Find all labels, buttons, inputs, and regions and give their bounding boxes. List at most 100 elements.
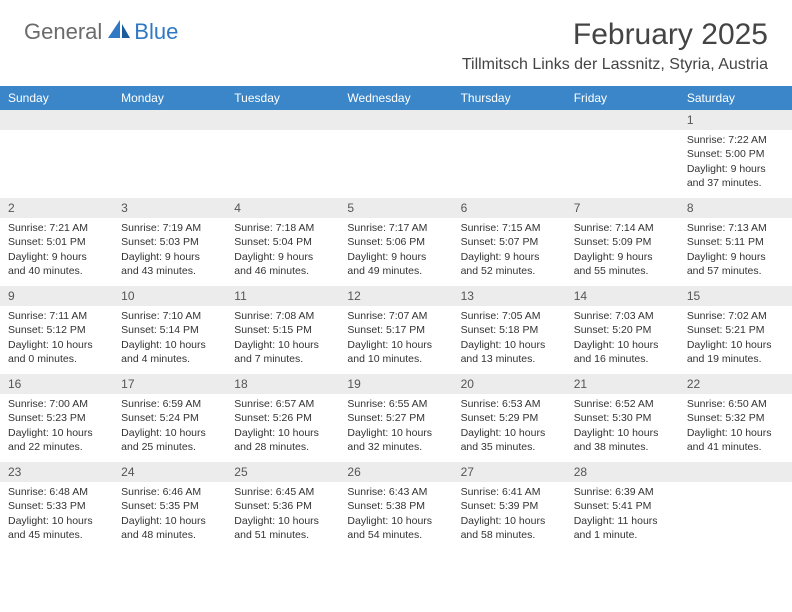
date-number: 17: [113, 374, 226, 394]
sunset-line: Sunset: 5:06 PM: [347, 235, 444, 249]
logo-text-general: General: [24, 19, 102, 45]
date-number: 9: [0, 286, 113, 306]
date-number: 7: [566, 198, 679, 218]
date-number: 19: [339, 374, 452, 394]
sunrise-line: Sunrise: 7:07 AM: [347, 309, 444, 323]
sunset-line: Sunset: 5:18 PM: [461, 323, 558, 337]
daylight-line: Daylight: 10 hours and 48 minutes.: [121, 514, 218, 542]
week-row: 2Sunrise: 7:21 AMSunset: 5:01 PMDaylight…: [0, 198, 792, 286]
sunset-line: Sunset: 5:41 PM: [574, 499, 671, 513]
sunset-line: Sunset: 5:30 PM: [574, 411, 671, 425]
day-content: Sunrise: 6:39 AMSunset: 5:41 PMDaylight:…: [566, 482, 679, 548]
day-header: Monday: [113, 86, 226, 110]
daylight-line: Daylight: 10 hours and 28 minutes.: [234, 426, 331, 454]
location-text: Tillmitsch Links der Lassnitz, Styria, A…: [462, 56, 768, 74]
sunset-line: Sunset: 5:04 PM: [234, 235, 331, 249]
day-cell: 5Sunrise: 7:17 AMSunset: 5:06 PMDaylight…: [339, 198, 452, 286]
sunset-line: Sunset: 5:35 PM: [121, 499, 218, 513]
date-number: 25: [226, 462, 339, 482]
sunrise-line: Sunrise: 7:17 AM: [347, 221, 444, 235]
daylight-line: Daylight: 9 hours and 49 minutes.: [347, 250, 444, 278]
daylight-line: Daylight: 10 hours and 22 minutes.: [8, 426, 105, 454]
day-cell: 11Sunrise: 7:08 AMSunset: 5:15 PMDayligh…: [226, 286, 339, 374]
daylight-line: Daylight: 10 hours and 7 minutes.: [234, 338, 331, 366]
sunset-line: Sunset: 5:07 PM: [461, 235, 558, 249]
daylight-line: Daylight: 9 hours and 43 minutes.: [121, 250, 218, 278]
day-content: Sunrise: 7:19 AMSunset: 5:03 PMDaylight:…: [113, 218, 226, 284]
day-content: Sunrise: 7:15 AMSunset: 5:07 PMDaylight:…: [453, 218, 566, 284]
sunset-line: Sunset: 5:36 PM: [234, 499, 331, 513]
date-number: 16: [0, 374, 113, 394]
daylight-line: Daylight: 9 hours and 40 minutes.: [8, 250, 105, 278]
day-cell: 25Sunrise: 6:45 AMSunset: 5:36 PMDayligh…: [226, 462, 339, 550]
sunrise-line: Sunrise: 7:11 AM: [8, 309, 105, 323]
daylight-line: Daylight: 10 hours and 41 minutes.: [687, 426, 784, 454]
header: General Blue February 2025 Tillmitsch Li…: [0, 0, 792, 80]
day-cell: 22Sunrise: 6:50 AMSunset: 5:32 PMDayligh…: [679, 374, 792, 462]
day-content: Sunrise: 7:17 AMSunset: 5:06 PMDaylight:…: [339, 218, 452, 284]
date-number: 14: [566, 286, 679, 306]
page-title: February 2025: [462, 18, 768, 52]
day-header: Tuesday: [226, 86, 339, 110]
day-content: Sunrise: 6:59 AMSunset: 5:24 PMDaylight:…: [113, 394, 226, 460]
daylight-line: Daylight: 10 hours and 51 minutes.: [234, 514, 331, 542]
sunrise-line: Sunrise: 6:41 AM: [461, 485, 558, 499]
sunrise-line: Sunrise: 7:13 AM: [687, 221, 784, 235]
date-number: 11: [226, 286, 339, 306]
day-cell: 8Sunrise: 7:13 AMSunset: 5:11 PMDaylight…: [679, 198, 792, 286]
sunset-line: Sunset: 5:24 PM: [121, 411, 218, 425]
day-cell: 2Sunrise: 7:21 AMSunset: 5:01 PMDaylight…: [0, 198, 113, 286]
sunrise-line: Sunrise: 6:53 AM: [461, 397, 558, 411]
sunset-line: Sunset: 5:23 PM: [8, 411, 105, 425]
day-cell: 14Sunrise: 7:03 AMSunset: 5:20 PMDayligh…: [566, 286, 679, 374]
day-cell: [339, 110, 452, 198]
sunrise-line: Sunrise: 6:50 AM: [687, 397, 784, 411]
day-content: Sunrise: 6:41 AMSunset: 5:39 PMDaylight:…: [453, 482, 566, 548]
calendar: SundayMondayTuesdayWednesdayThursdayFrid…: [0, 86, 792, 550]
logo-sail-icon: [106, 18, 132, 45]
weeks-container: 1Sunrise: 7:22 AMSunset: 5:00 PMDaylight…: [0, 110, 792, 550]
day-content: Sunrise: 6:46 AMSunset: 5:35 PMDaylight:…: [113, 482, 226, 548]
sunrise-line: Sunrise: 7:14 AM: [574, 221, 671, 235]
sunset-line: Sunset: 5:17 PM: [347, 323, 444, 337]
sunrise-line: Sunrise: 7:19 AM: [121, 221, 218, 235]
daylight-line: Daylight: 10 hours and 45 minutes.: [8, 514, 105, 542]
daylight-line: Daylight: 11 hours and 1 minute.: [574, 514, 671, 542]
date-number: 13: [453, 286, 566, 306]
daylight-line: Daylight: 10 hours and 54 minutes.: [347, 514, 444, 542]
date-number: 27: [453, 462, 566, 482]
daylight-line: Daylight: 10 hours and 38 minutes.: [574, 426, 671, 454]
date-number: 23: [0, 462, 113, 482]
daylight-line: Daylight: 9 hours and 57 minutes.: [687, 250, 784, 278]
date-number: 12: [339, 286, 452, 306]
day-cell: 26Sunrise: 6:43 AMSunset: 5:38 PMDayligh…: [339, 462, 452, 550]
sunrise-line: Sunrise: 7:02 AM: [687, 309, 784, 323]
sunrise-line: Sunrise: 6:55 AM: [347, 397, 444, 411]
day-content: Sunrise: 7:11 AMSunset: 5:12 PMDaylight:…: [0, 306, 113, 372]
date-number: 3: [113, 198, 226, 218]
day-content: Sunrise: 7:05 AMSunset: 5:18 PMDaylight:…: [453, 306, 566, 372]
date-number: 21: [566, 374, 679, 394]
date-number: 6: [453, 198, 566, 218]
sunset-line: Sunset: 5:01 PM: [8, 235, 105, 249]
day-content: Sunrise: 6:55 AMSunset: 5:27 PMDaylight:…: [339, 394, 452, 460]
day-header: Wednesday: [339, 86, 452, 110]
sunset-line: Sunset: 5:09 PM: [574, 235, 671, 249]
day-content: Sunrise: 6:50 AMSunset: 5:32 PMDaylight:…: [679, 394, 792, 460]
sunset-line: Sunset: 5:27 PM: [347, 411, 444, 425]
sunrise-line: Sunrise: 6:46 AM: [121, 485, 218, 499]
daylight-line: Daylight: 10 hours and 13 minutes.: [461, 338, 558, 366]
sunrise-line: Sunrise: 7:18 AM: [234, 221, 331, 235]
week-row: 16Sunrise: 7:00 AMSunset: 5:23 PMDayligh…: [0, 374, 792, 462]
sunrise-line: Sunrise: 7:21 AM: [8, 221, 105, 235]
date-number: 24: [113, 462, 226, 482]
sunrise-line: Sunrise: 6:59 AM: [121, 397, 218, 411]
sunset-line: Sunset: 5:29 PM: [461, 411, 558, 425]
day-content: Sunrise: 7:22 AMSunset: 5:00 PMDaylight:…: [679, 130, 792, 196]
day-content: Sunrise: 7:00 AMSunset: 5:23 PMDaylight:…: [0, 394, 113, 460]
day-cell: 7Sunrise: 7:14 AMSunset: 5:09 PMDaylight…: [566, 198, 679, 286]
day-header: Thursday: [453, 86, 566, 110]
day-cell: 21Sunrise: 6:52 AMSunset: 5:30 PMDayligh…: [566, 374, 679, 462]
week-row: 23Sunrise: 6:48 AMSunset: 5:33 PMDayligh…: [0, 462, 792, 550]
date-number: 28: [566, 462, 679, 482]
